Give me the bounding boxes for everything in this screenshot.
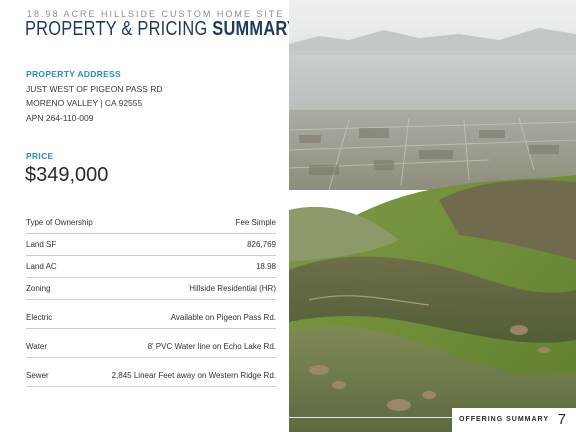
spec-value: Available on Pigeon Pass Rd. bbox=[170, 313, 276, 322]
spec-value: 826,769 bbox=[247, 240, 276, 249]
section-name: OFFERING SUMMARY bbox=[459, 416, 550, 423]
spec-row: Land AC 18.98 bbox=[26, 256, 276, 278]
spec-row: Zoning Hillside Residential (HR) bbox=[26, 278, 276, 300]
spec-row: Electric Available on Pigeon Pass Rd. bbox=[26, 300, 276, 329]
spec-key: Zoning bbox=[26, 284, 51, 293]
eyebrow-subtitle: 18.98 ACRE HILLSIDE CUSTOM HOME SITE bbox=[27, 9, 285, 19]
spec-key: Sewer bbox=[26, 371, 49, 380]
spec-value: 2,845 Linear Feet away on Western Ridge … bbox=[111, 371, 276, 380]
landscape-illustration bbox=[289, 0, 576, 432]
spec-value: Fee Simple bbox=[235, 218, 276, 227]
spec-key: Electric bbox=[26, 313, 53, 322]
page-title: PROPERTY & PRICING SUMMARY bbox=[25, 18, 298, 41]
property-address-label: PROPERTY ADDRESS bbox=[26, 69, 122, 79]
price-label: PRICE bbox=[26, 151, 54, 161]
spec-row: Water 8' PVC Water line on Echo Lake Rd. bbox=[26, 329, 276, 358]
page-number: 7 bbox=[557, 411, 566, 428]
spec-row: Type of Ownership Fee Simple bbox=[26, 212, 276, 234]
address-line-2: MORENO VALLEY | CA 92555 bbox=[26, 98, 143, 108]
price-value: $349,000 bbox=[25, 164, 109, 186]
spec-value: 18.98 bbox=[255, 262, 276, 271]
spec-key: Water bbox=[26, 342, 48, 351]
page-title-thin: PROPERTY & PRICING bbox=[25, 18, 213, 40]
spec-value: 8' PVC Water line on Echo Lake Rd. bbox=[147, 342, 276, 351]
spec-row: Sewer 2,845 Linear Feet away on Western … bbox=[26, 358, 276, 387]
aerial-landscape-photo bbox=[289, 0, 576, 432]
spec-key: Land AC bbox=[26, 262, 57, 271]
spec-value: Hillside Residential (HR) bbox=[189, 284, 276, 293]
specs-table: Type of Ownership Fee Simple Land SF 826… bbox=[26, 212, 276, 387]
spec-key: Land SF bbox=[26, 240, 57, 249]
address-line-1: JUST WEST OF PIGEON PASS RD bbox=[26, 84, 163, 94]
page-title-bold: SUMMARY bbox=[212, 18, 299, 40]
footer-badge: OFFERING SUMMARY 7 bbox=[452, 408, 576, 432]
footer-rule bbox=[289, 417, 452, 418]
apn-number: APN 264-110-009 bbox=[26, 113, 94, 123]
spec-key: Type of Ownership bbox=[26, 218, 93, 227]
summary-panel: 18.98 ACRE HILLSIDE CUSTOM HOME SITE PRO… bbox=[25, 9, 298, 387]
spec-row: Land SF 826,769 bbox=[26, 234, 276, 256]
